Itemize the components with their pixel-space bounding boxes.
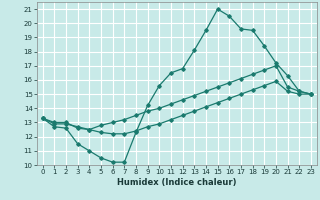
X-axis label: Humidex (Indice chaleur): Humidex (Indice chaleur) <box>117 178 236 187</box>
